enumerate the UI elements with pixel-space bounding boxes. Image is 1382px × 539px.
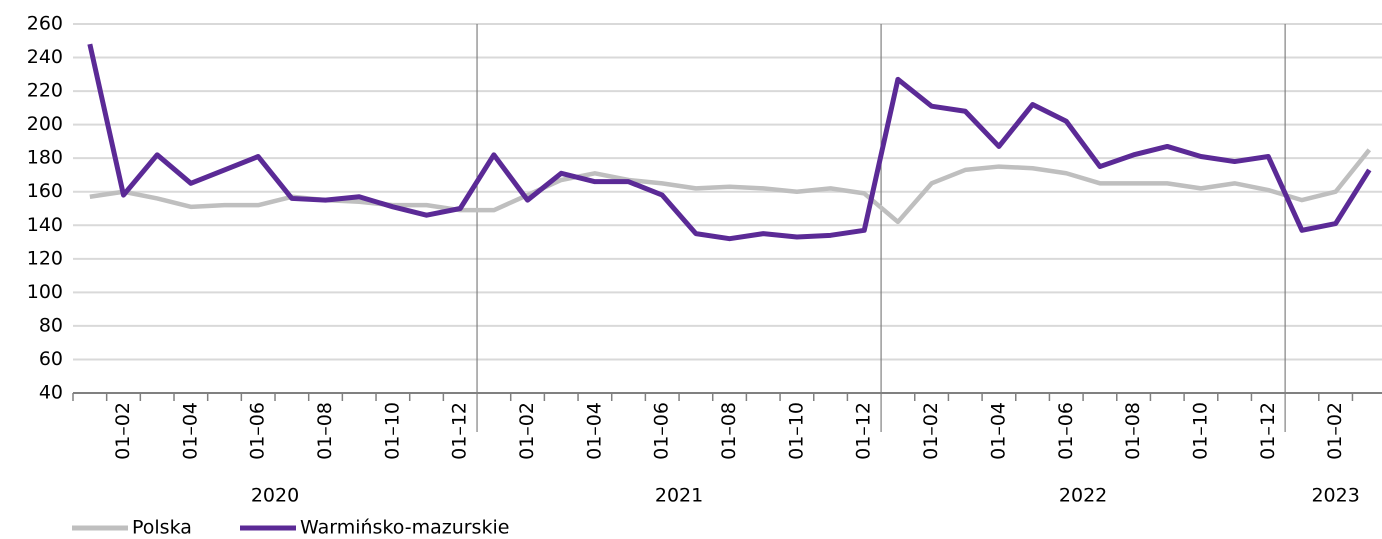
year-label: 2022 bbox=[1059, 485, 1107, 507]
y-tick-label: 60 bbox=[39, 348, 63, 370]
line-series bbox=[87, 43, 1372, 242]
x-tick-label: 01–04 bbox=[179, 402, 201, 460]
x-tick-label: 01–02 bbox=[112, 402, 134, 460]
x-tick-label: 01–06 bbox=[651, 402, 673, 460]
y-tick-label: 40 bbox=[39, 382, 63, 404]
y-tick-label: 240 bbox=[27, 46, 63, 68]
y-tick-label: 200 bbox=[27, 113, 63, 135]
year-label: 2020 bbox=[251, 485, 299, 507]
year-label: 2023 bbox=[1311, 485, 1359, 507]
y-tick-label: 120 bbox=[27, 247, 63, 269]
x-tick-label: 01–10 bbox=[1189, 402, 1211, 460]
legend-label: Warmińsko-mazurskie bbox=[300, 517, 509, 539]
x-tick-label: 01–04 bbox=[583, 402, 605, 460]
x-tick-label: 01–02 bbox=[1324, 402, 1346, 460]
x-tick-label: 01–06 bbox=[1055, 402, 1077, 460]
y-tick-label: 100 bbox=[27, 281, 63, 303]
x-tick-label: 01–12 bbox=[449, 402, 471, 460]
legend-label: Polska bbox=[132, 517, 192, 539]
x-tick-label: 01–08 bbox=[314, 402, 336, 460]
x-tick-label: 01–04 bbox=[987, 402, 1009, 460]
y-tick-label: 180 bbox=[27, 147, 63, 169]
x-tick-label: 01–02 bbox=[920, 402, 942, 460]
year-label: 2021 bbox=[655, 485, 703, 507]
x-tick-label: 01–12 bbox=[853, 402, 875, 460]
x-tick-label: 01–12 bbox=[1257, 402, 1279, 460]
y-tick-label: 80 bbox=[39, 314, 63, 336]
x-tick-label: 01–10 bbox=[381, 402, 403, 460]
x-tick-label: 01–08 bbox=[718, 402, 740, 460]
x-tick-label: 01–10 bbox=[785, 402, 807, 460]
x-tick-label: 01–06 bbox=[247, 402, 269, 460]
y-tick-label: 160 bbox=[27, 180, 63, 202]
x-tick-label: 01–08 bbox=[1122, 402, 1144, 460]
y-tick-label: 220 bbox=[27, 80, 63, 102]
y-tick-label: 140 bbox=[27, 214, 63, 236]
y-tick-label: 260 bbox=[27, 13, 63, 35]
x-tick-label: 01–02 bbox=[516, 402, 538, 460]
